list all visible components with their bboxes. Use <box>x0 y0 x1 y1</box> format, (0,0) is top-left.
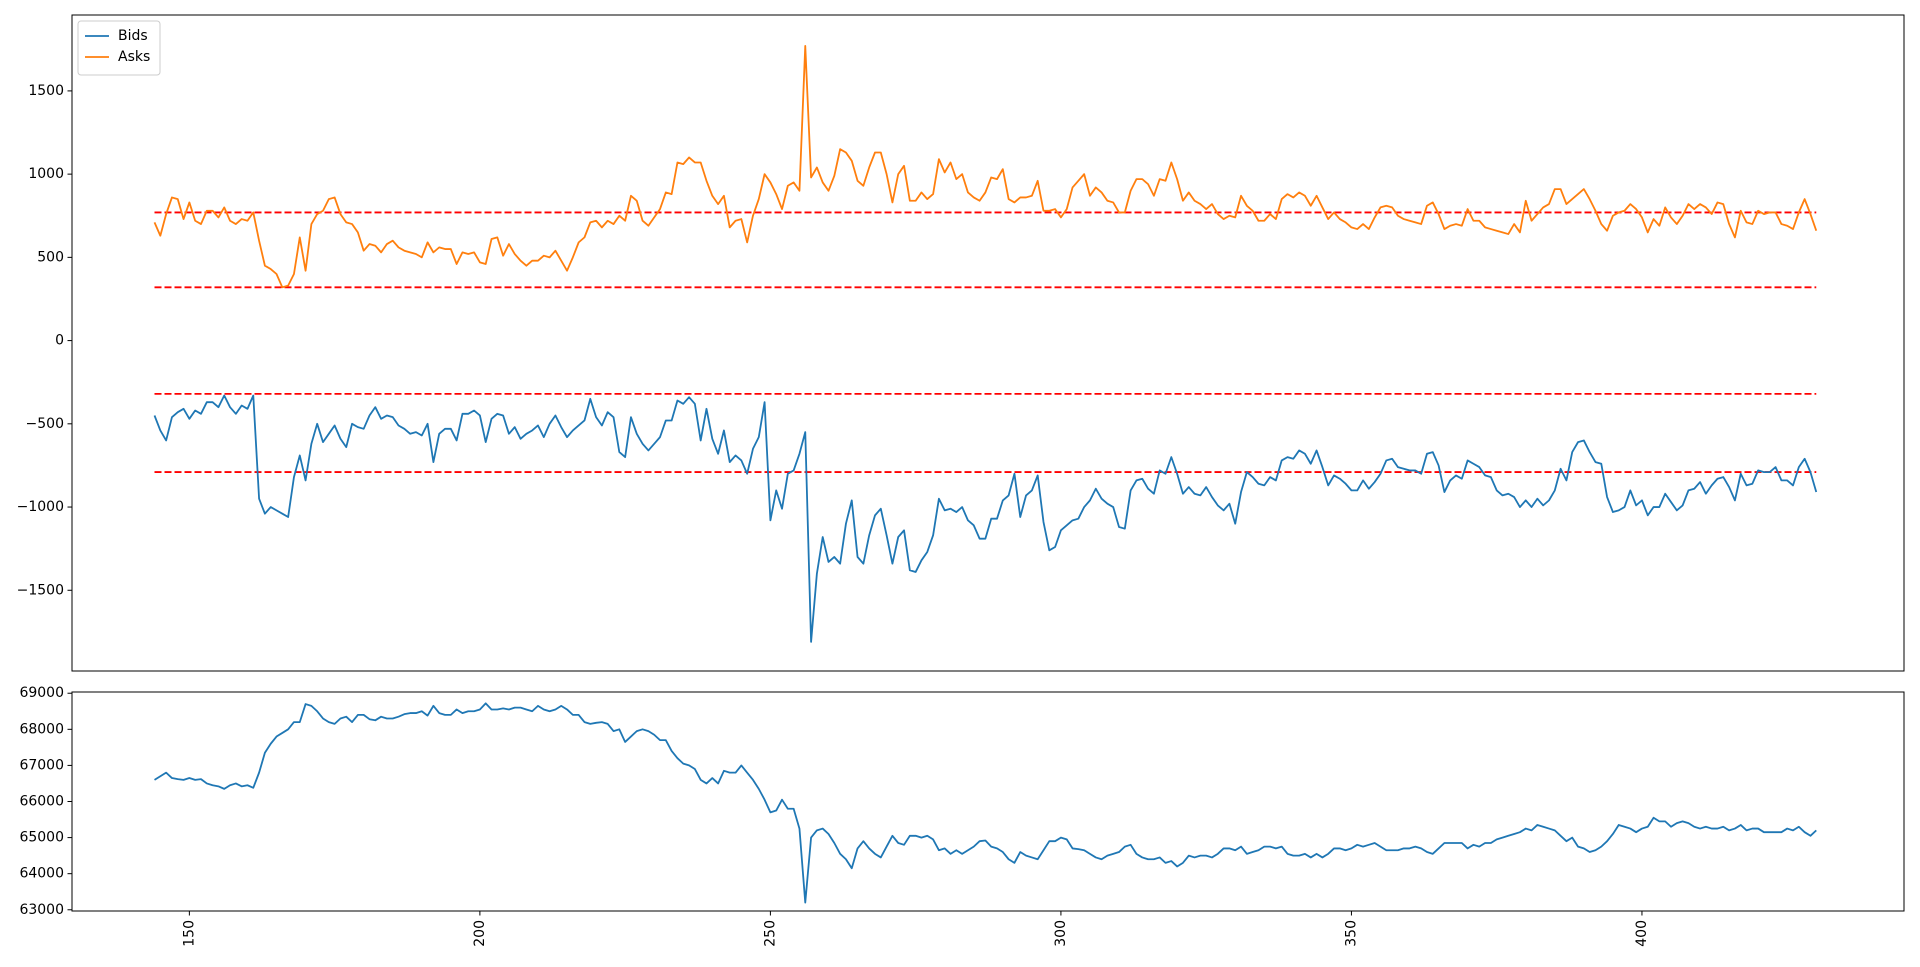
y-tick-label: 66000 <box>19 794 64 810</box>
y-tick-label: 67000 <box>19 757 64 773</box>
x-tick-label: 150 <box>181 920 197 947</box>
y-tick-label: 69000 <box>19 685 64 701</box>
y-tick-label: 1500 <box>28 83 64 99</box>
legend-label: Bids <box>118 28 148 44</box>
x-tick-label: 250 <box>762 920 778 947</box>
x-tick-label: 350 <box>1343 920 1359 947</box>
y-tick-label: 63000 <box>19 902 64 918</box>
y-tick-label: 0 <box>55 333 64 349</box>
y-tick-label: 65000 <box>19 830 64 846</box>
x-tick-label: 300 <box>1053 920 1069 947</box>
legend: Bids Asks <box>77 20 161 76</box>
x-tick-label: 200 <box>472 920 488 947</box>
plot-frame <box>71 691 1905 912</box>
y-tick-label: −500 <box>26 416 64 432</box>
legend-label: Asks <box>118 49 150 65</box>
y-tick-label: 500 <box>37 249 64 265</box>
y-tick-label: −1000 <box>17 499 64 515</box>
plot-frame <box>71 14 1905 672</box>
y-tick-label: −1500 <box>17 582 64 598</box>
x-tick-label: 400 <box>1634 920 1650 947</box>
y-tick-label: 68000 <box>19 721 64 737</box>
data-line <box>154 702 1817 904</box>
legend-frame <box>77 20 161 76</box>
data-line <box>153 45 1818 289</box>
data-line <box>153 394 1818 643</box>
y-tick-label: 1000 <box>28 166 64 182</box>
y-tick-label: 64000 <box>19 866 64 882</box>
